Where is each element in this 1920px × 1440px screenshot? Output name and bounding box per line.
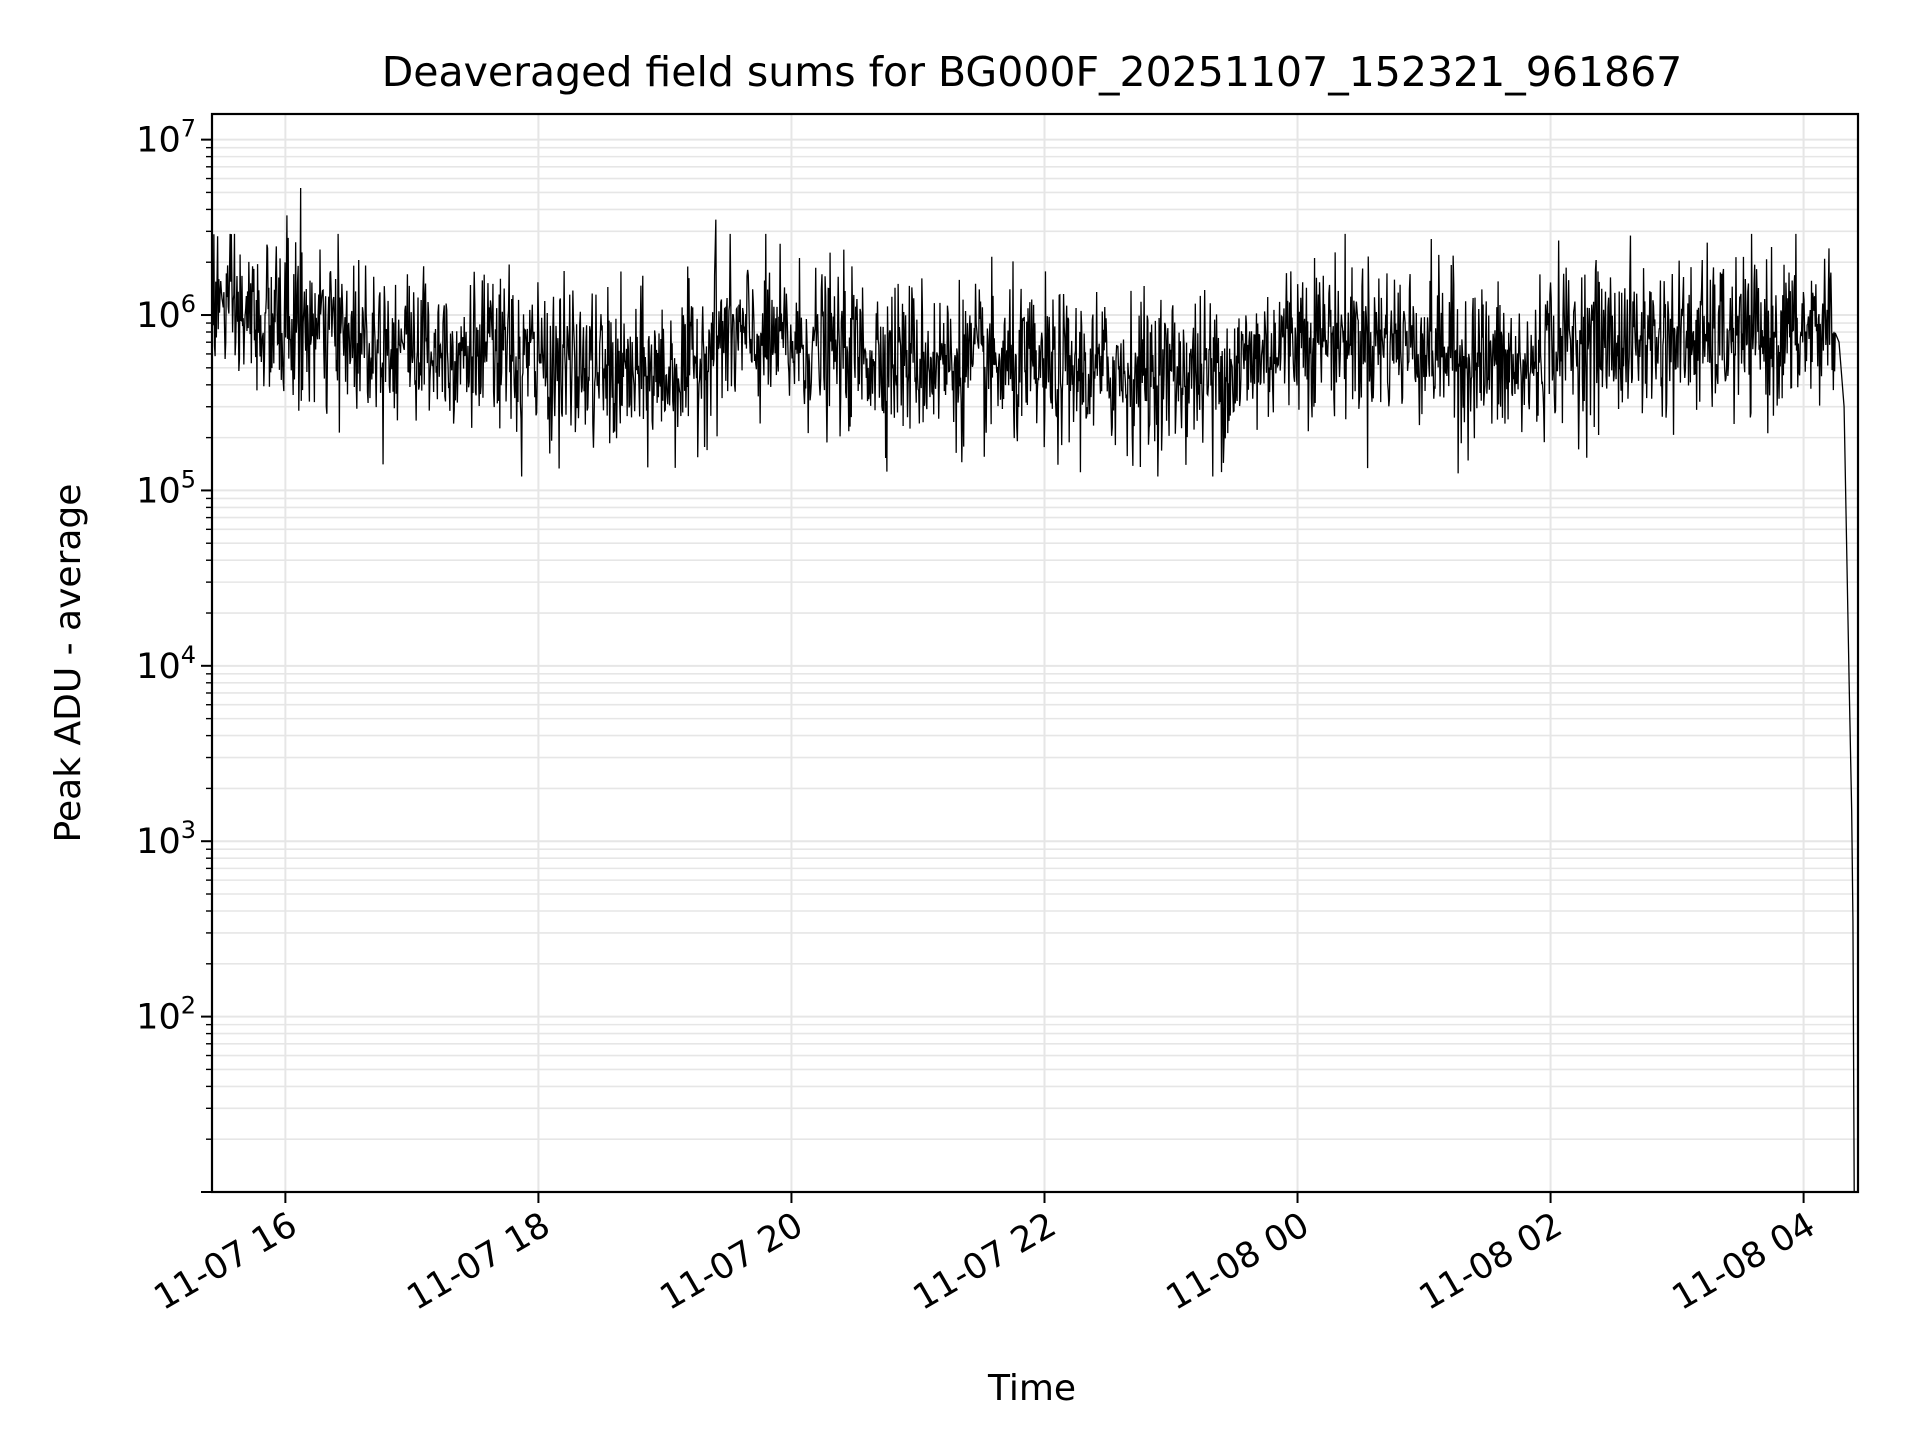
- y-tick-label-base: 10: [136, 998, 181, 1038]
- y-axis-label: Peak ADU - average: [48, 484, 89, 843]
- y-tick-label-exponent: 2: [181, 992, 196, 1020]
- y-tick-label-base: 10: [136, 822, 181, 862]
- x-axis-label: Time: [987, 1368, 1076, 1409]
- y-tick-label: 103: [136, 816, 196, 862]
- y-tick-label: 107: [136, 115, 196, 161]
- y-tick-label-base: 10: [136, 296, 181, 336]
- y-tick-label: 105: [136, 465, 196, 511]
- y-tick-label-base: 10: [136, 121, 181, 161]
- y-tick-label-base: 10: [136, 471, 181, 511]
- y-tick-label: 104: [136, 641, 196, 687]
- y-tick-label: 106: [136, 290, 196, 336]
- chart-title: Deaveraged field sums for BG000F_2025110…: [382, 48, 1683, 96]
- y-tick-label-exponent: 3: [181, 816, 196, 844]
- series-group: [211, 187, 1855, 1193]
- y-tick-label-exponent: 5: [181, 465, 196, 493]
- series-line: [211, 187, 1855, 1193]
- y-tick-label-exponent: 6: [181, 290, 196, 318]
- plot-frame: [210, 112, 1860, 1194]
- y-tick-label-exponent: 7: [181, 115, 196, 143]
- y-tick-label-exponent: 4: [181, 641, 196, 669]
- y-tick-label: 102: [136, 992, 196, 1038]
- y-tick-label-base: 10: [136, 647, 181, 687]
